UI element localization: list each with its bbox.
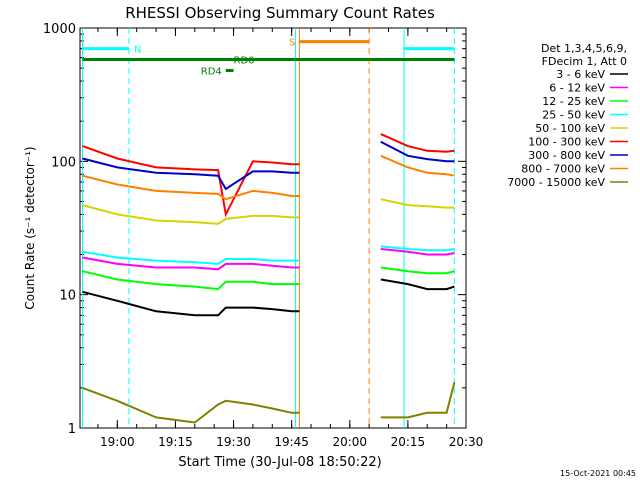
vertical-markers: [81, 28, 455, 428]
legend-label: 6 - 12 keV: [549, 82, 605, 95]
series-line: [82, 157, 300, 191]
x-tick-label: 20:30: [449, 435, 484, 449]
x-tick-label: 19:45: [274, 435, 309, 449]
legend-label: 3 - 6 keV: [556, 68, 605, 81]
legend-label: 12 - 25 keV: [542, 95, 605, 108]
series-line: [82, 174, 300, 201]
series-line: [82, 270, 300, 291]
x-tick-label: 19:30: [216, 435, 251, 449]
chart-title: RHESSI Observing Summary Count Rates: [125, 4, 435, 22]
series-line: [380, 140, 455, 163]
series-line: [380, 154, 455, 177]
series-line: [82, 145, 300, 218]
series-line: [82, 386, 300, 424]
axes: 19:00 19:15 19:30 19:45 20:00 20:15 20:30 1 10 10…: [43, 22, 483, 449]
y-tick-label: 100: [51, 155, 76, 170]
y-tick-label: 1000: [43, 22, 76, 37]
flag-bar-label: RD0: [234, 56, 255, 67]
x-axis-label: Start Time (30-Jul-08 18:50:22): [178, 455, 381, 470]
flag-bars: N S RD0 RD4: [82, 38, 455, 78]
legend-header-line-1: Det 1,3,4,5,6,9,: [541, 42, 627, 55]
x-tick-label: 19:00: [100, 435, 135, 449]
series-line: [380, 248, 455, 256]
y-tick-label: 1: [68, 422, 76, 437]
y-tick-label: 10: [59, 289, 76, 304]
series-line: [380, 266, 455, 275]
plot-frame: [79, 27, 467, 429]
flag-bar-label: S: [289, 38, 295, 49]
legend-header-line-2: FDecim 1, Att 0: [542, 55, 627, 68]
series-line: [82, 204, 300, 225]
series-line: [82, 256, 300, 271]
series-line: [82, 250, 300, 265]
series-line: [380, 198, 455, 209]
series-line: [380, 278, 455, 291]
series-line: [82, 290, 300, 317]
legend-label: 800 - 7000 keV: [521, 163, 605, 176]
legend-label: 50 - 100 keV: [535, 122, 605, 135]
legend-label: 7000 - 15000 keV: [507, 176, 605, 189]
flag-bar-label: N: [134, 45, 141, 56]
x-tick-label: 20:00: [332, 435, 367, 449]
legend-label: 300 - 800 keV: [528, 149, 605, 162]
legend-label: 100 - 300 keV: [528, 136, 605, 149]
flag-bar-label: RD4: [201, 67, 222, 78]
footer-timestamp: 15-Oct-2021 00:45: [560, 469, 636, 478]
x-tick-label: 19:15: [158, 435, 193, 449]
series-line: [380, 382, 456, 419]
x-tick-label: 20:15: [391, 435, 426, 449]
y-axis-label: Count Rate (s⁻¹ detector⁻¹): [23, 146, 37, 309]
series-line: [380, 133, 455, 153]
legend-label: 25 - 50 keV: [542, 109, 605, 122]
series-line: [380, 245, 455, 252]
series-lines: [82, 133, 456, 424]
